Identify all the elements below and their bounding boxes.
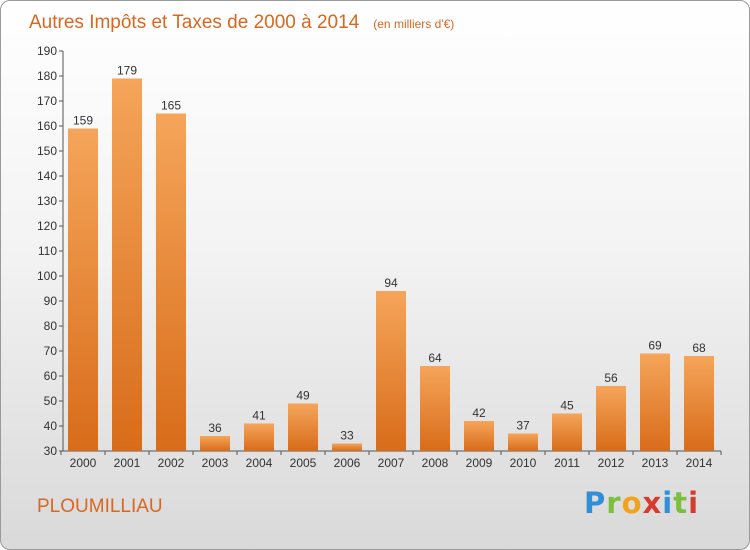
- y-tick-label: 30: [44, 444, 58, 458]
- y-tick-label: 180: [37, 69, 57, 83]
- chart-title-unit: (en milliers d'€): [373, 17, 454, 31]
- x-tick-label: 2011: [554, 456, 580, 470]
- bar: [112, 78, 142, 451]
- bar-value-label: 36: [208, 421, 222, 435]
- value-labels: 159 179 165 36 41 49 33 94 64 42 37 45 56 69 68: [73, 64, 706, 443]
- bar-value-label: 49: [296, 389, 310, 403]
- x-tick-label: 2010: [510, 456, 537, 470]
- y-tick-label: 110: [38, 244, 57, 258]
- x-tick-label: 2014: [686, 456, 713, 470]
- x-tick-label: 2004: [246, 456, 273, 470]
- bar: [244, 423, 274, 451]
- y-tick-label: 160: [37, 119, 57, 133]
- bar-value-label: 56: [604, 371, 618, 385]
- y-tick-label: 60: [44, 369, 58, 383]
- bar: [596, 386, 626, 451]
- bar: [552, 413, 582, 451]
- x-tick-label: 2009: [466, 456, 493, 470]
- bar-value-label: 33: [340, 429, 354, 443]
- bar: [200, 436, 230, 451]
- bar-value-label: 37: [516, 419, 530, 433]
- bar: [464, 421, 494, 451]
- y-tick-label: 130: [37, 194, 57, 208]
- bar-value-label: 64: [428, 351, 442, 365]
- y-tick-label: 140: [37, 169, 57, 183]
- y-tick-label: 150: [37, 144, 57, 158]
- y-tick-label: 190: [37, 44, 57, 58]
- commune-name: PLOUMILLIAU: [37, 496, 163, 517]
- y-tick-label: 100: [37, 269, 57, 283]
- proxiti-logo: Proxiti: [584, 486, 700, 520]
- bar: [420, 366, 450, 451]
- bars: [68, 78, 714, 451]
- y-tick-label: 40: [44, 419, 58, 433]
- bar-value-label: 42: [472, 406, 486, 420]
- bar-value-label: 45: [560, 399, 574, 413]
- bar-value-label: 68: [692, 341, 706, 355]
- bar: [376, 291, 406, 451]
- x-tick-label: 2008: [422, 456, 449, 470]
- x-tick-label: 2006: [334, 456, 361, 470]
- chart-title: Autres Impôts et Taxes de 2000 à 2014 (e…: [29, 12, 454, 33]
- bar: [332, 443, 362, 451]
- y-tick-label: 80: [44, 319, 58, 333]
- chart-title-main: Autres Impôts et Taxes de 2000 à 2014: [29, 12, 360, 33]
- bar-value-label: 41: [252, 409, 266, 423]
- bar-value-label: 165: [161, 99, 181, 113]
- y-tick-label: 50: [44, 394, 58, 408]
- y-tick-label: 170: [37, 94, 57, 108]
- bar: [288, 403, 318, 451]
- x-tick-label: 2012: [598, 456, 625, 470]
- y-tick-label: 120: [37, 219, 57, 233]
- x-axis: 2000 2001 2002 2003 2004 2005 2006 2007 2008 2009…: [60, 450, 722, 470]
- x-tick-label: 2005: [290, 456, 317, 470]
- bar-value-label: 179: [117, 64, 137, 78]
- x-tick-label: 2002: [158, 456, 185, 470]
- x-tick-label: 2007: [378, 456, 405, 470]
- bar: [68, 128, 98, 451]
- x-tick-label: 2000: [70, 456, 97, 470]
- y-tick-label: 90: [44, 294, 58, 308]
- bar-value-label: 159: [73, 114, 93, 128]
- bar: [684, 356, 714, 451]
- y-tick-label: 70: [44, 344, 58, 358]
- bar-value-label: 94: [384, 276, 398, 290]
- x-tick-label: 2013: [642, 456, 669, 470]
- y-axis: 30 40 50 60 70 80 90 100 110 120 130 140 150 160 170 18…: [37, 44, 64, 458]
- x-tick-label: 2001: [114, 456, 141, 470]
- bar: [508, 433, 538, 451]
- bar-value-label: 69: [648, 339, 662, 353]
- x-tick-label: 2003: [202, 456, 229, 470]
- bar: [156, 113, 186, 451]
- bar: [640, 353, 670, 451]
